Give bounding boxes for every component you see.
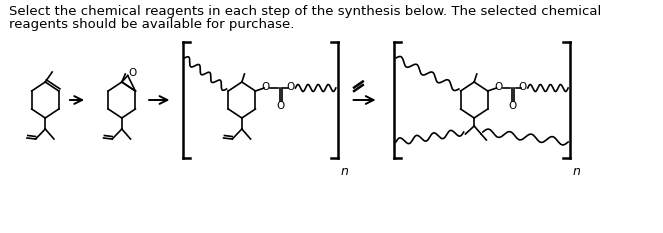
Text: Select the chemical reagents in each step of the synthesis below. The selected c: Select the chemical reagents in each ste… (9, 5, 601, 18)
Text: O: O (509, 101, 517, 111)
Text: O: O (494, 82, 503, 92)
Text: O: O (518, 82, 526, 92)
Text: n: n (572, 165, 580, 178)
Text: O: O (129, 68, 137, 78)
Text: reagents should be available for purchase.: reagents should be available for purchas… (9, 18, 294, 31)
Text: O: O (262, 82, 270, 92)
Text: O: O (276, 101, 285, 111)
Text: O: O (286, 82, 294, 92)
Text: n: n (340, 165, 348, 178)
